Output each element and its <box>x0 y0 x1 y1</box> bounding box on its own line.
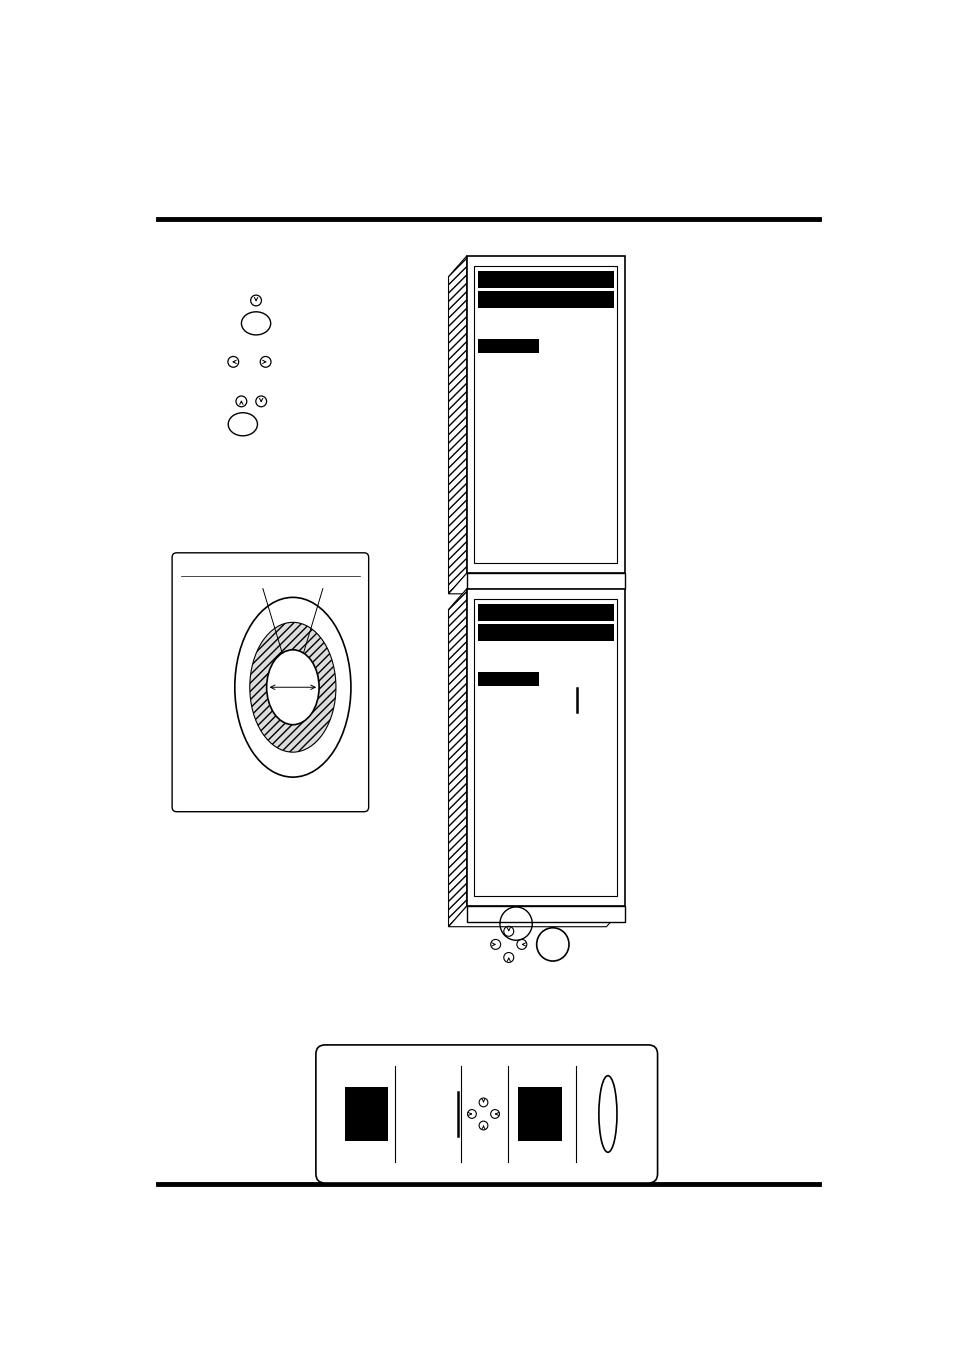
Bar <box>466 589 624 907</box>
FancyBboxPatch shape <box>172 553 368 812</box>
Bar <box>477 339 538 353</box>
Ellipse shape <box>266 650 318 724</box>
Bar <box>477 292 613 308</box>
Bar <box>466 255 624 573</box>
Polygon shape <box>448 907 624 927</box>
Bar <box>477 671 538 686</box>
Bar <box>466 573 624 589</box>
Bar <box>466 907 624 921</box>
Bar <box>477 272 613 288</box>
FancyBboxPatch shape <box>315 1044 657 1183</box>
Bar <box>474 598 617 896</box>
Ellipse shape <box>250 623 335 753</box>
Bar <box>477 604 613 620</box>
Bar <box>344 1088 388 1140</box>
Polygon shape <box>448 573 624 594</box>
Bar <box>474 266 617 562</box>
Polygon shape <box>448 255 466 594</box>
Bar <box>477 624 613 640</box>
Polygon shape <box>448 589 466 927</box>
Bar <box>517 1088 561 1140</box>
